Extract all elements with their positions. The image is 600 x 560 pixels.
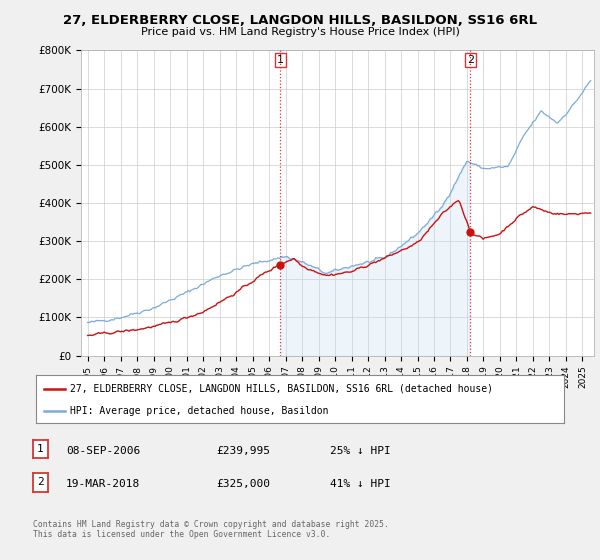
Text: 27, ELDERBERRY CLOSE, LANGDON HILLS, BASILDON, SS16 6RL: 27, ELDERBERRY CLOSE, LANGDON HILLS, BAS… — [63, 14, 537, 27]
Text: 2: 2 — [467, 55, 474, 65]
Text: 19-MAR-2018: 19-MAR-2018 — [66, 479, 140, 489]
Text: 1: 1 — [37, 444, 44, 454]
Text: £239,995: £239,995 — [216, 446, 270, 456]
Text: 41% ↓ HPI: 41% ↓ HPI — [330, 479, 391, 489]
Text: 27, ELDERBERRY CLOSE, LANGDON HILLS, BASILDON, SS16 6RL (detached house): 27, ELDERBERRY CLOSE, LANGDON HILLS, BAS… — [70, 384, 493, 394]
Text: 25% ↓ HPI: 25% ↓ HPI — [330, 446, 391, 456]
Text: Contains HM Land Registry data © Crown copyright and database right 2025.
This d: Contains HM Land Registry data © Crown c… — [33, 520, 389, 539]
Text: 2: 2 — [37, 478, 44, 487]
Text: Price paid vs. HM Land Registry's House Price Index (HPI): Price paid vs. HM Land Registry's House … — [140, 27, 460, 37]
Text: 08-SEP-2006: 08-SEP-2006 — [66, 446, 140, 456]
Text: £325,000: £325,000 — [216, 479, 270, 489]
Text: 1: 1 — [277, 55, 284, 65]
Text: HPI: Average price, detached house, Basildon: HPI: Average price, detached house, Basi… — [70, 406, 329, 416]
